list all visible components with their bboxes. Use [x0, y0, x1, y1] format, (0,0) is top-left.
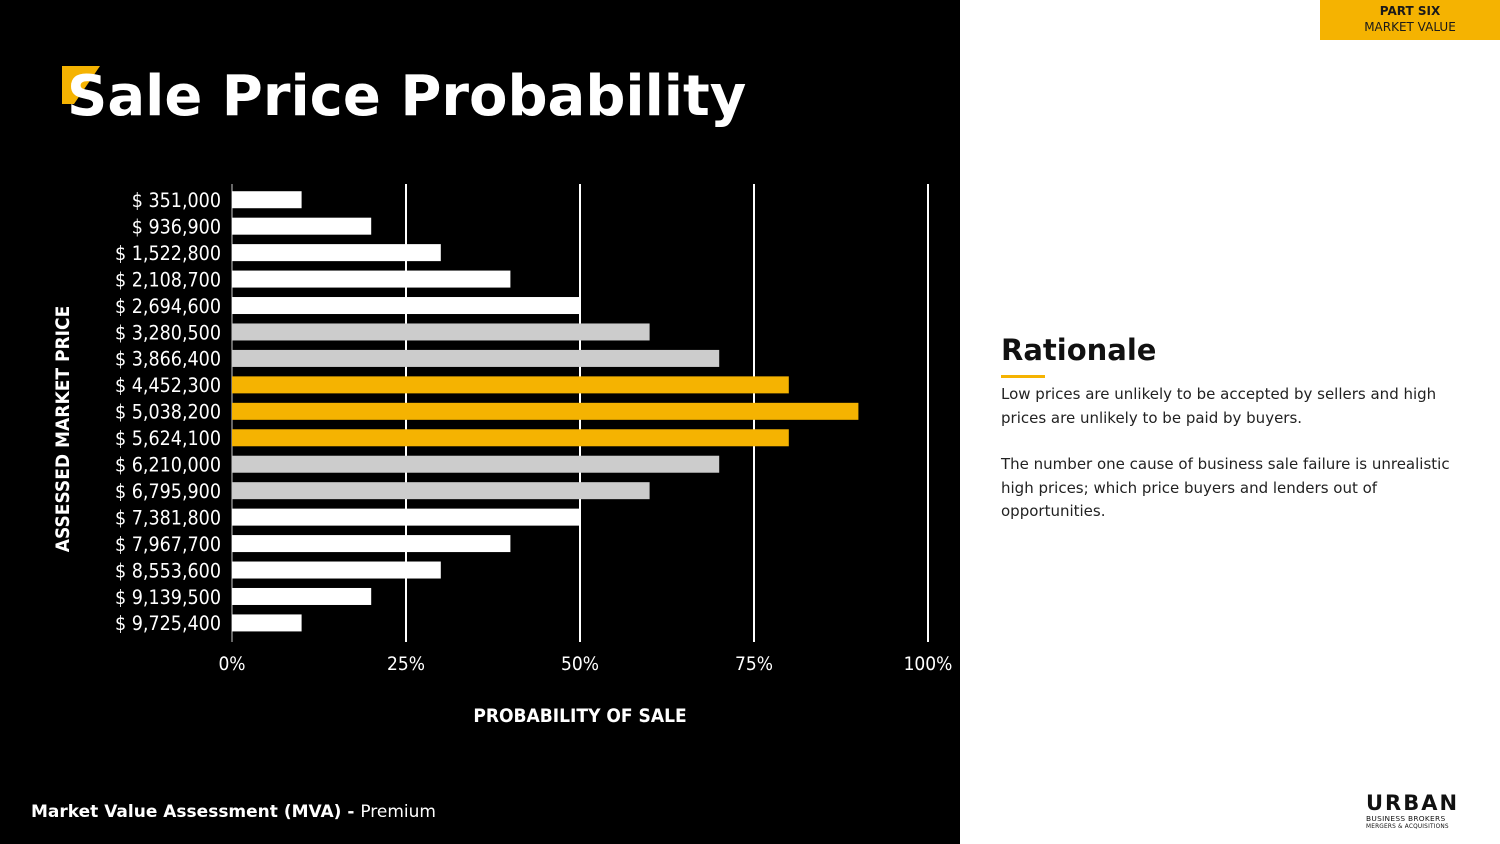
- bar: [232, 376, 789, 394]
- x-tick-label: 75%: [735, 653, 773, 675]
- category-label: $ 5,038,200: [115, 401, 221, 424]
- bar: [232, 587, 372, 605]
- bar-chart: $ 351,000 $ 936,900 $ 1,522,800 $ 2,108,700…: [52, 184, 953, 727]
- rationale-paragraph-1: Low prices are unlikely to be accepted b…: [1001, 385, 1437, 427]
- bar: [232, 217, 372, 235]
- y-axis-title: ASSESSED MARKET PRICE: [52, 306, 74, 552]
- bar: [232, 429, 789, 447]
- bar: [232, 614, 302, 632]
- x-tick-label: 0%: [218, 653, 245, 675]
- category-label: $ 3,866,400: [115, 348, 221, 371]
- bar: [232, 270, 511, 288]
- category-label: $ 936,900: [132, 215, 221, 238]
- bar: [232, 561, 441, 579]
- category-label: $ 5,624,100: [115, 427, 221, 450]
- bar: [232, 323, 650, 341]
- rationale-underline: [1001, 375, 1045, 378]
- title-accent-mark: [62, 66, 100, 104]
- chart-panel: [0, 0, 960, 844]
- category-label: $ 7,381,800: [115, 506, 221, 529]
- category-label: $ 9,139,500: [115, 586, 221, 609]
- rationale-heading: Rationale: [1001, 333, 1157, 367]
- logo-line-2: MERGERS & ACQUISITIONS: [1366, 824, 1449, 830]
- category-label: $ 2,694,600: [115, 295, 221, 318]
- bar: [232, 402, 859, 420]
- category-label: $ 3,280,500: [115, 321, 221, 344]
- category-label: $ 6,210,000: [115, 454, 221, 477]
- category-label: $ 8,553,600: [115, 559, 221, 582]
- logo-line-1: BUSINESS BROKERS: [1366, 814, 1446, 823]
- bar: [232, 349, 720, 367]
- footer-label: Market Value Assessment (MVA) - Premium: [31, 801, 436, 823]
- category-label: $ 6,795,900: [115, 480, 221, 503]
- bar: [232, 508, 580, 526]
- bar: [232, 244, 441, 262]
- footer-product: Market Value Assessment (MVA) -: [31, 802, 361, 822]
- category-label: $ 9,725,400: [115, 612, 221, 635]
- category-label: $ 4,452,300: [115, 374, 221, 397]
- company-logo: URBAN BUSINESS BROKERS MERGERS & ACQUISI…: [1366, 792, 1476, 832]
- category-label: $ 2,108,700: [115, 268, 221, 291]
- rationale-paragraph-2: The number one cause of business sale fa…: [1001, 455, 1450, 520]
- x-axis-title: PROBABILITY OF SALE: [473, 705, 686, 727]
- section-part: PART SIX: [1379, 4, 1441, 18]
- bar: [232, 535, 511, 553]
- category-label: $ 7,967,700: [115, 533, 221, 556]
- section-name: MARKET VALUE: [1364, 20, 1456, 34]
- category-label: $ 351,000: [132, 189, 221, 212]
- x-tick-label: 100%: [904, 653, 953, 675]
- category-label: $ 1,522,800: [115, 242, 221, 265]
- logo-wordmark: URBAN: [1366, 791, 1460, 815]
- page-title: Sale Price Probability: [67, 64, 747, 129]
- bar: [232, 455, 720, 473]
- bar: [232, 191, 302, 209]
- section-tab: PART SIX MARKET VALUE: [1320, 0, 1500, 40]
- bar: [232, 297, 580, 315]
- bar: [232, 482, 650, 500]
- x-tick-label: 50%: [561, 653, 599, 675]
- footer-tier: Premium: [360, 802, 436, 822]
- rationale-panel: [960, 0, 1500, 844]
- x-tick-label: 25%: [387, 653, 425, 675]
